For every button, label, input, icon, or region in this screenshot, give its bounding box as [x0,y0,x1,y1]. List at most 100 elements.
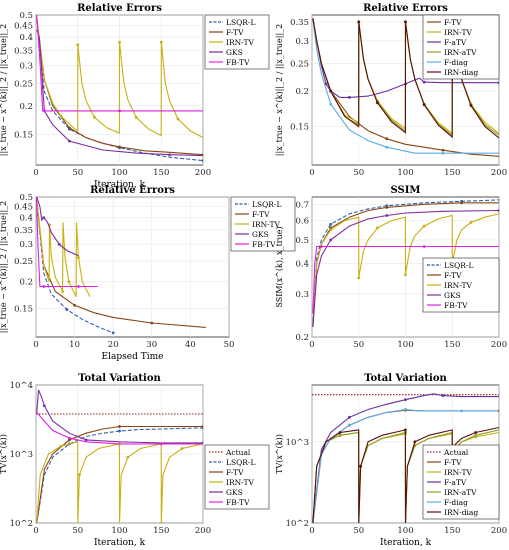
data-point [357,276,361,280]
data-point [68,139,71,143]
data-point [78,473,81,477]
series-group [36,389,203,523]
y-tick-label: 0.3 [19,240,33,250]
data-point [385,205,389,209]
data-point [201,159,203,162]
data-point [329,238,333,242]
series-line-f-atv [312,393,499,523]
series-line-gks [312,209,499,327]
x-tick-label: 150 [444,168,460,178]
x-tick-label: 150 [444,340,460,350]
x-tick-label: 200 [491,168,507,178]
legend-label-irn-tv: IRN-TV [226,478,254,487]
data-point [93,115,96,119]
legend-label-lsqr-l: LSQR-L [444,261,473,270]
x-tick-label: 0 [309,168,314,178]
series-line-f-diag [312,18,499,154]
y-axis-label: SSIM(x^(k), x_true) [275,226,284,307]
legend-box [204,444,270,510]
legend-label-irn-atv: IRN-aTV [444,48,477,57]
y-tick-label: 0.35 [14,226,33,236]
y-tick-label: 0.15 [14,304,33,314]
x-tick-label: 0 [309,340,314,350]
series-line-f-diag [312,408,499,523]
series-line-irn-tv [36,200,91,297]
y-tick-label: 0.35 [290,18,309,28]
x-tick-label: 50 [72,526,83,536]
legend-label-gks: GKS [444,291,461,300]
data-point [201,425,203,428]
data-point [422,103,426,107]
data-point [42,404,46,408]
series-line-irn-tv [36,18,203,139]
x-tick-label: 100 [111,526,127,536]
legend-box [422,14,500,80]
data-point [77,285,80,288]
data-point [359,464,363,468]
y-tick-label: 10^3 [286,438,309,448]
legend-label-fb-tv: FB-TV [444,301,468,310]
data-point [180,447,184,450]
chart-title: Total Variation [78,373,161,384]
data-point [324,82,328,86]
data-point [460,201,463,205]
legend-label-irn-tv: IRN-TV [252,220,280,229]
legend-label-irn-atv: IRN-aTV [444,488,477,497]
series-line-fb-tv [36,197,98,288]
x-tick-label: 10 [69,340,80,350]
data-point [338,433,342,437]
legend-label-f-tv: F-TV [252,210,270,219]
series-line-gks [36,197,79,257]
x-axis-label: Elapsed Time [102,352,164,362]
data-point [329,102,333,106]
data-point [61,290,65,293]
legend-label-f-atv: F-aTV [444,38,467,47]
series-line-f-tv [36,425,203,523]
legend-label-f-tv: F-TV [444,458,462,467]
panel-relative-errors-iteration-variants: 0 50 100 150 200 0.15 0.2 0.25 0.3 0.35 Relative E… [275,3,507,178]
data-point [159,521,163,523]
data-point [42,109,46,113]
legend-label-f-diag: F-diag [444,498,468,507]
y-tick-label: 0.4 [295,260,309,270]
legend-label-f-tv: F-TV [444,271,462,280]
x-tick-label: 40 [185,340,196,350]
panel-total-variation-variants: 0 50 100 150 200 10^2 10^3 Total Variation Itera… [275,373,507,548]
x-tick-label: 50 [224,340,235,350]
series-line-lsqr-l [36,427,203,523]
series-line-fb-tv [312,245,499,314]
data-point [329,222,333,226]
x-axis-label: Iteration, k [94,180,146,190]
y-tick-label: 0.2 [19,278,33,288]
y-tick-label: 0.2 [295,87,309,97]
x-tick-label: 150 [444,526,460,536]
x-tick-label: 150 [153,526,169,536]
legend-label-gks: GKS [226,48,243,57]
y-tick-label: 0.3 [295,37,309,47]
data-point [357,20,361,24]
y-tick-label: 0.25 [290,59,309,69]
data-point [42,285,46,288]
chart-title: Relative Errors [90,185,175,196]
legend-label-gks: GKS [226,488,243,497]
series-line-fb-tv [36,15,203,112]
data-point [404,20,407,24]
data-point [404,273,407,277]
x-tick-label: 0 [33,168,38,178]
data-point [469,221,473,224]
x-tick-label: 0 [33,526,38,536]
legend-label-lsqr-l: LSQR-L [226,458,255,467]
x-tick-label: 50 [72,168,83,178]
x-tick-label: 200 [195,526,211,536]
chart-title: Total Variation [364,373,447,384]
legend-label-gks: GKS [252,230,269,239]
x-tick-label: 20 [108,340,119,350]
x-tick-label: 100 [397,168,413,178]
x-tick-label: 50 [353,340,364,350]
legend-label-irn-diag: IRN-diag [444,68,478,77]
y-tick-label: 0.3 [295,290,309,300]
y-tick-label: 0.2 [19,102,33,112]
series-line-gks [36,29,203,157]
data-point [348,415,351,419]
